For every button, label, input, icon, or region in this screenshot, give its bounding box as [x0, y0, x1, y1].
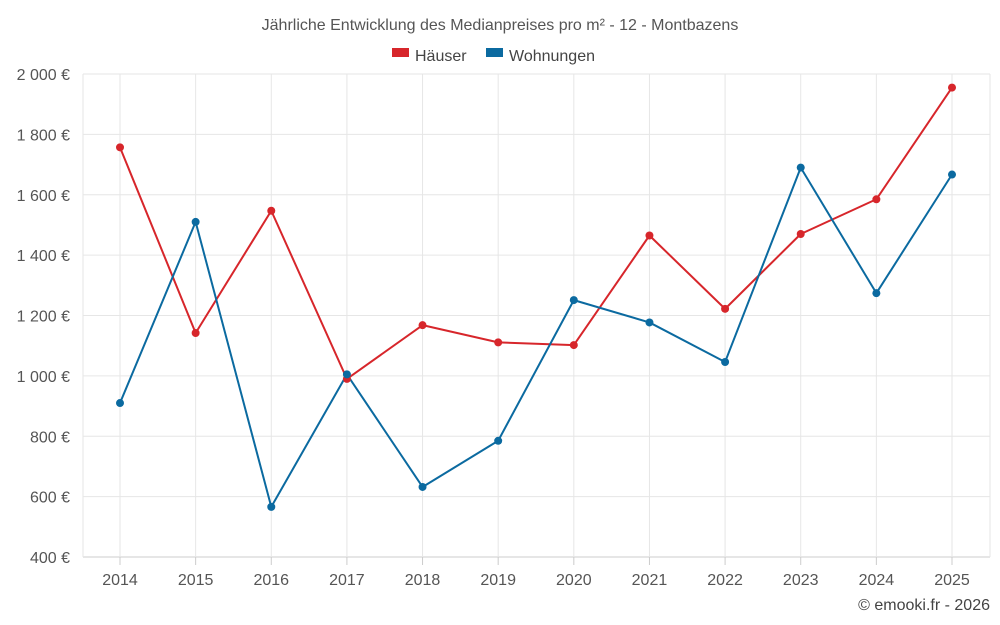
- data-point-wohnungen[interactable]: [494, 436, 503, 445]
- legend-swatch-haeuser: [392, 48, 409, 57]
- data-point-haeuser[interactable]: [796, 229, 805, 238]
- legend-label-wohnungen: Wohnungen: [509, 48, 595, 65]
- data-point-wohnungen[interactable]: [116, 399, 124, 408]
- x-tick-label: 2016: [253, 572, 289, 589]
- y-tick-label: 400 €: [30, 550, 70, 567]
- data-point-haeuser[interactable]: [267, 206, 276, 215]
- data-point-wohnungen[interactable]: [191, 217, 200, 226]
- data-point-haeuser[interactable]: [872, 195, 881, 204]
- y-tick-label: 1 600 €: [17, 188, 70, 205]
- y-tick-label: 1 800 €: [17, 127, 70, 144]
- x-tick-label: 2018: [405, 572, 441, 589]
- x-tick-label: 2021: [632, 572, 668, 589]
- x-axis-tick-labels: 2014 2015 2016 2017 2018 2019 2020 2021 2022 2023…: [102, 572, 970, 589]
- data-point-wohnungen[interactable]: [569, 296, 578, 305]
- x-tick-label: 2014: [102, 572, 138, 589]
- legend-label-haeuser: Häuser: [415, 48, 467, 65]
- data-point-haeuser[interactable]: [721, 304, 730, 313]
- data-point-haeuser[interactable]: [116, 143, 124, 152]
- chart-title: Jährliche Entwicklung des Medianpreises …: [262, 17, 739, 34]
- series-line-haeuser: [119, 87, 953, 380]
- legend: Häuser Wohnungen: [392, 48, 595, 65]
- x-gridlines: [82, 74, 991, 565]
- legend-item-wohnungen[interactable]: Wohnungen: [486, 48, 595, 65]
- data-point-wohnungen[interactable]: [342, 370, 351, 379]
- x-tick-label: 2017: [329, 572, 365, 589]
- x-tick-label: 2020: [556, 572, 592, 589]
- data-point-haeuser[interactable]: [569, 341, 578, 350]
- y-tick-label: 1 400 €: [17, 248, 70, 265]
- x-tick-label: 2019: [480, 572, 516, 589]
- legend-item-haeuser[interactable]: Häuser: [392, 48, 467, 65]
- legend-swatch-wohnungen: [486, 48, 503, 57]
- y-tick-label: 600 €: [30, 490, 70, 507]
- x-tick-label: 2025: [934, 572, 970, 589]
- x-tick-label: 2022: [707, 572, 743, 589]
- data-point-haeuser[interactable]: [191, 329, 200, 338]
- y-tick-label: 1 200 €: [17, 309, 70, 326]
- series-points: [116, 83, 956, 511]
- data-point-haeuser[interactable]: [948, 83, 956, 92]
- data-point-haeuser[interactable]: [418, 321, 427, 330]
- data-point-wohnungen[interactable]: [796, 163, 805, 172]
- series-line-wohnungen: [119, 166, 953, 508]
- data-point-wohnungen[interactable]: [872, 289, 881, 298]
- x-tick-label: 2015: [178, 572, 214, 589]
- data-point-wohnungen[interactable]: [721, 357, 730, 366]
- x-tick-label: 2024: [859, 572, 895, 589]
- data-point-wohnungen[interactable]: [267, 502, 276, 511]
- credit-text: © emooki.fr - 2026: [858, 597, 990, 614]
- x-tick-label: 2023: [783, 572, 819, 589]
- y-gridlines: [83, 73, 990, 558]
- data-point-wohnungen[interactable]: [948, 170, 956, 179]
- data-point-haeuser[interactable]: [494, 338, 503, 347]
- y-tick-label: 2 000 €: [17, 67, 70, 84]
- y-tick-label: 1 000 €: [17, 369, 70, 386]
- data-point-wohnungen[interactable]: [645, 318, 654, 327]
- y-tick-label: 800 €: [30, 429, 70, 446]
- series-lines: [119, 87, 953, 508]
- data-point-wohnungen[interactable]: [418, 482, 427, 491]
- y-axis-tick-labels: 400 € 600 € 800 € 1 000 € 1 200 € 1 400 € 1 60…: [17, 67, 70, 567]
- data-point-haeuser[interactable]: [645, 231, 654, 240]
